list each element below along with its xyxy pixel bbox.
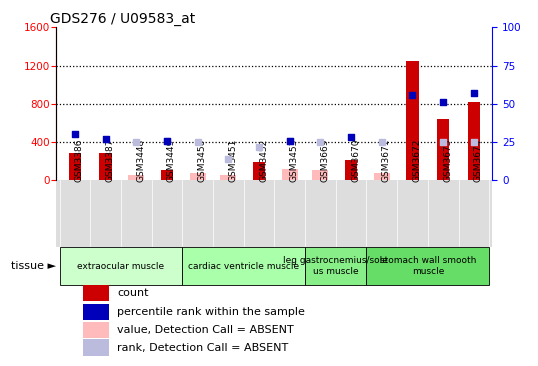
Text: GSM3669: GSM3669 — [321, 139, 329, 182]
Point — [70, 131, 79, 137]
Bar — [83, 322, 109, 338]
Bar — [366, 247, 489, 285]
Text: GDS276 / U09583_at: GDS276 / U09583_at — [50, 12, 195, 26]
Text: GSM3386: GSM3386 — [75, 139, 84, 182]
Point — [132, 139, 140, 145]
Bar — [182, 247, 305, 285]
Point — [162, 138, 171, 143]
Bar — [437, 119, 449, 180]
Point — [378, 139, 386, 145]
Text: GSM3673: GSM3673 — [443, 139, 452, 182]
Text: count: count — [117, 288, 149, 298]
Point — [316, 139, 325, 145]
Text: GSM3453: GSM3453 — [290, 139, 299, 182]
Bar — [221, 175, 236, 180]
Text: GSM3670: GSM3670 — [351, 139, 360, 182]
Text: GSM3452: GSM3452 — [259, 139, 268, 182]
Bar — [83, 304, 109, 320]
Text: GSM3450: GSM3450 — [197, 139, 207, 182]
Bar — [374, 173, 390, 180]
Text: GSM3672: GSM3672 — [413, 139, 421, 182]
Text: GSM3449: GSM3449 — [167, 139, 176, 182]
Point — [162, 138, 171, 143]
Text: stomach wall smooth
muscle: stomach wall smooth muscle — [380, 256, 476, 276]
Text: rank, Detection Call = ABSENT: rank, Detection Call = ABSENT — [117, 343, 289, 352]
Point — [193, 139, 202, 145]
Text: percentile rank within the sample: percentile rank within the sample — [117, 307, 306, 317]
Point — [254, 144, 263, 150]
Point — [286, 138, 294, 143]
Bar — [305, 247, 366, 285]
Bar — [161, 170, 173, 180]
Bar — [60, 247, 182, 285]
Bar — [345, 160, 357, 180]
Point — [286, 138, 294, 143]
Point — [470, 90, 478, 96]
Bar — [190, 173, 206, 180]
Point — [408, 92, 417, 98]
Point — [439, 100, 448, 105]
Text: GSM3387: GSM3387 — [105, 139, 115, 182]
Text: GSM3451: GSM3451 — [228, 139, 237, 182]
Bar — [100, 153, 112, 180]
Point — [101, 136, 110, 142]
Bar — [468, 102, 480, 180]
Point — [224, 156, 232, 162]
Text: GSM3674: GSM3674 — [474, 139, 483, 182]
Bar — [313, 170, 328, 180]
Bar — [282, 169, 298, 180]
Text: leg gastrocnemius/sole
us muscle: leg gastrocnemius/sole us muscle — [284, 256, 388, 276]
Text: cardiac ventricle muscle: cardiac ventricle muscle — [188, 262, 299, 270]
Bar — [253, 162, 265, 180]
Bar — [128, 175, 144, 180]
Text: GSM3448: GSM3448 — [136, 139, 145, 182]
Text: value, Detection Call = ABSENT: value, Detection Call = ABSENT — [117, 325, 294, 335]
Point — [347, 135, 356, 141]
Point — [439, 139, 448, 145]
Text: tissue ►: tissue ► — [11, 261, 56, 271]
Bar — [83, 339, 109, 356]
Bar — [83, 285, 109, 301]
Bar — [69, 153, 81, 180]
Text: GSM3671: GSM3671 — [382, 139, 391, 182]
Text: extraocular muscle: extraocular muscle — [77, 262, 165, 270]
Point — [470, 139, 478, 145]
Bar — [406, 61, 419, 180]
